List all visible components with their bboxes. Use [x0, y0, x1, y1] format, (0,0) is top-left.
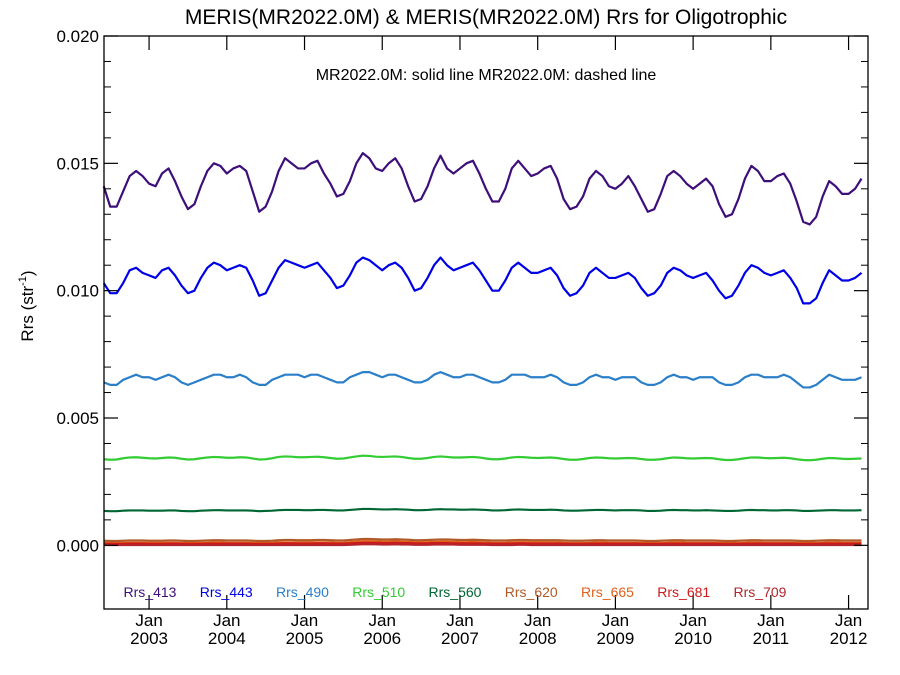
x-tick-month-3: Jan	[369, 611, 396, 630]
x-tick-month-6: Jan	[602, 611, 629, 630]
x-tick-month-0: Jan	[135, 611, 162, 630]
y-axis-title-main: Rrs (str	[18, 286, 37, 342]
y-tick-label-3: 0.015	[56, 154, 99, 173]
axes: 0.0000.0050.0100.0150.020Jan2003Jan2004J…	[56, 27, 868, 648]
x-tick-month-9: Jan	[835, 611, 862, 630]
y-axis-title-close: )	[18, 270, 37, 276]
x-tick-month-7: Jan	[679, 611, 706, 630]
chart-subtitle: MR2022.0M: solid line MR2022.0M: dashed …	[316, 67, 657, 84]
x-tick-year-0: 2003	[130, 629, 168, 648]
y-tick-label-2: 0.010	[56, 282, 99, 301]
legend-item-Rrs_681: Rrs_681	[657, 584, 710, 600]
svg-text:Rrs (str-1): Rrs (str-1)	[17, 270, 37, 341]
series-line-Rrs_681	[103, 541, 862, 545]
x-tick-year-7: 2010	[674, 629, 712, 648]
legend-item-Rrs_665: Rrs_665	[581, 584, 634, 600]
series-line-Rrs_490	[103, 371, 862, 389]
x-tick-month-2: Jan	[291, 611, 318, 630]
series-line-Rrs_413	[102, 152, 863, 226]
y-tick-label-1: 0.005	[56, 409, 99, 428]
chart-title: MERIS(MR2022.0M) & MERIS(MR2022.0M) Rrs …	[185, 6, 787, 29]
x-tick-year-3: 2006	[363, 629, 401, 648]
legend-item-Rrs_443: Rrs_443	[200, 584, 253, 600]
y-tick-label-0: 0.000	[56, 536, 99, 555]
x-tick-year-5: 2008	[519, 629, 557, 648]
series-lines	[102, 152, 863, 547]
legend-item-Rrs_620: Rrs_620	[505, 584, 558, 600]
x-tick-year-6: 2009	[596, 629, 634, 648]
x-tick-year-4: 2007	[441, 629, 479, 648]
series-line-Rrs_443	[102, 256, 863, 305]
legend-item-Rrs_413: Rrs_413	[124, 584, 177, 600]
x-tick-month-5: Jan	[524, 611, 551, 630]
x-tick-year-9: 2012	[830, 629, 868, 648]
legend: Rrs_413 Rrs_443 Rrs_490 Rrs_510 Rrs_560 Rrs_6…	[124, 584, 787, 600]
legend-item-Rrs_709: Rrs_709	[734, 584, 787, 600]
x-tick-year-2: 2005	[286, 629, 324, 648]
series-line-Rrs_560	[103, 507, 862, 513]
x-tick-year-1: 2004	[208, 629, 246, 648]
plot-frame	[103, 35, 869, 610]
x-tick-month-8: Jan	[757, 611, 784, 630]
legend-item-Rrs_490: Rrs_490	[276, 584, 329, 600]
y-tick-label-4: 0.020	[56, 27, 99, 46]
series-line-Rrs_510	[103, 454, 862, 462]
y-axis-title-superscript: -1	[17, 276, 29, 286]
x-tick-year-8: 2011	[753, 629, 790, 648]
x-tick-month-1: Jan	[213, 611, 240, 630]
legend-item-Rrs_560: Rrs_560	[429, 584, 482, 600]
y-axis-title: Rrs (str-1)	[17, 270, 37, 341]
legend-item-Rrs_510: Rrs_510	[352, 584, 405, 600]
series-line-Rrs_620	[103, 537, 862, 543]
x-tick-month-4: Jan	[446, 611, 473, 630]
series-line-Rrs_709	[103, 543, 862, 547]
